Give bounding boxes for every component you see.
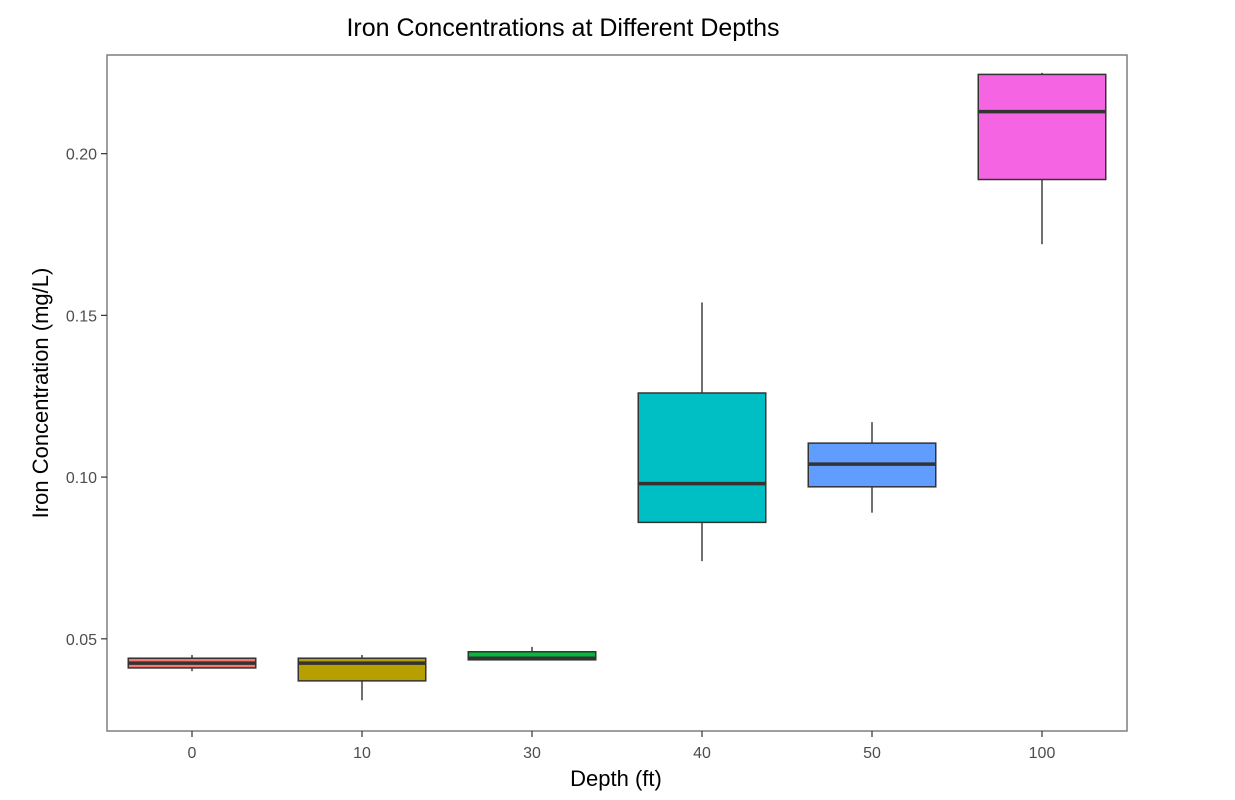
x-axis-title: Depth (ft)	[570, 766, 662, 791]
box-group-0	[127, 654, 257, 672]
x-tick-label: 40	[693, 745, 711, 762]
box-group-50	[807, 422, 937, 513]
box	[977, 73, 1107, 181]
y-axis: 0.05 0.10 0.15 0.20	[66, 147, 107, 649]
plot-panel	[106, 54, 1128, 732]
x-tick-label: 30	[523, 745, 541, 762]
box	[637, 392, 767, 524]
y-tick-label: 0.20	[66, 147, 97, 164]
chart-title: Iron Concentrations at Different Depths	[346, 14, 779, 42]
box-group-40	[637, 302, 767, 562]
box-series	[127, 72, 1107, 701]
y-tick-label: 0.05	[66, 632, 97, 649]
y-tick-label: 0.15	[66, 308, 97, 325]
x-axis: 0 10 30 40 50 100	[188, 731, 1056, 762]
x-tick-label: 100	[1029, 745, 1056, 762]
box-group-10	[297, 654, 427, 701]
y-tick-label: 0.10	[66, 470, 97, 487]
x-tick-label: 50	[863, 745, 881, 762]
y-axis-title: Iron Concentration (mg/L)	[28, 268, 53, 519]
x-tick-label: 0	[188, 745, 197, 762]
box-group-100	[977, 72, 1107, 245]
box-group-30	[467, 646, 597, 661]
x-tick-label: 10	[353, 745, 371, 762]
